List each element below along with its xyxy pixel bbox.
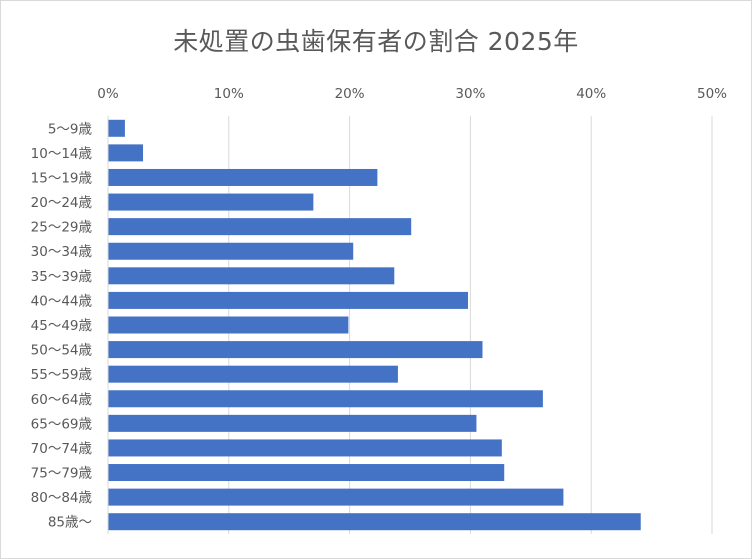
bar	[108, 242, 354, 260]
bar	[108, 513, 641, 531]
x-tick-label: 50%	[697, 86, 727, 102]
category-label: 75〜79歳	[31, 466, 93, 482]
bar	[108, 365, 398, 383]
category-label: 20〜24歳	[31, 195, 93, 211]
bar	[108, 193, 314, 211]
bar	[108, 316, 349, 334]
bar	[108, 168, 378, 186]
category-label: 50〜54歳	[31, 343, 93, 359]
category-label: 5〜9歳	[48, 121, 93, 137]
bar	[108, 390, 543, 408]
bar	[108, 218, 412, 236]
category-label: 80〜84歳	[31, 490, 93, 506]
category-label: 40〜44歳	[31, 293, 93, 309]
category-label: 45〜49歳	[31, 318, 93, 334]
category-label: 15〜19歳	[31, 170, 93, 186]
x-tick-label: 20%	[335, 86, 365, 102]
x-tick-label: 30%	[455, 86, 485, 102]
x-tick-label: 40%	[576, 86, 606, 102]
category-label: 30〜34歳	[31, 244, 93, 260]
category-label: 10〜14歳	[31, 146, 93, 162]
category-label: 70〜74歳	[31, 441, 93, 457]
bar	[108, 267, 395, 285]
category-label: 65〜69歳	[31, 416, 93, 432]
bar	[108, 464, 505, 482]
x-tick-label: 10%	[214, 86, 244, 102]
category-label: 35〜39歳	[31, 269, 93, 285]
category-label: 25〜29歳	[31, 220, 93, 236]
bar	[108, 439, 502, 457]
category-label: 60〜64歳	[31, 392, 93, 408]
category-label: 55〜59歳	[31, 367, 93, 383]
bar	[108, 291, 468, 309]
bar	[108, 488, 564, 506]
bar	[108, 144, 144, 162]
bar	[108, 414, 477, 432]
chart-title: 未処置の虫歯保有者の割合 2025年	[173, 27, 579, 56]
x-tick-label: 0%	[97, 86, 119, 102]
bar	[108, 341, 483, 359]
category-label: 85歳〜	[48, 515, 92, 531]
bar	[108, 119, 125, 137]
